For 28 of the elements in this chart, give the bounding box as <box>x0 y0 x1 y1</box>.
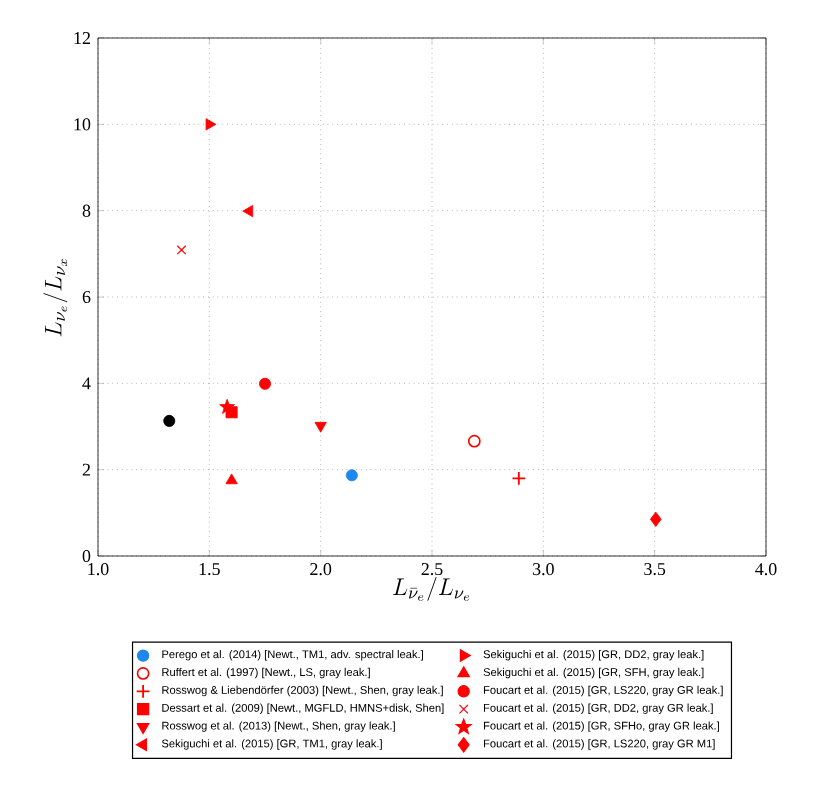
point <box>242 205 254 218</box>
x-tick-label: 1.5 <box>199 563 220 576</box>
y-tick-label: 2 <box>82 463 90 476</box>
point <box>345 469 358 482</box>
x-tick-label: 1.0 <box>88 563 109 576</box>
x-tick-label: 2.0 <box>310 563 332 576</box>
point <box>163 414 176 427</box>
x-tick-label: 4.0 <box>755 563 777 576</box>
point <box>219 398 235 414</box>
point <box>225 473 238 485</box>
point <box>314 421 327 433</box>
point <box>511 471 527 486</box>
x-tick-label: 3.0 <box>532 563 554 576</box>
y-axis-title: $L_{\nu_e}/L_{\nu_x}$ <box>43 259 68 337</box>
point <box>259 377 271 390</box>
point <box>650 511 662 527</box>
y-tick-label: 8 <box>82 204 91 217</box>
point <box>176 245 187 255</box>
y-tick-label: 10 <box>74 118 91 131</box>
x-tick-label: 2.5 <box>421 563 443 576</box>
x-tick-label: 3.5 <box>644 563 666 576</box>
x-axis-title: $L_{\bar{\nu}_e}/L_{\nu_e}$ <box>393 576 470 601</box>
point <box>467 434 481 448</box>
y-tick-label: 6 <box>82 290 91 304</box>
y-tick-label: 4 <box>82 377 91 390</box>
y-tick-label: 12 <box>74 32 90 44</box>
y-tick-label: 0 <box>82 549 91 563</box>
point <box>205 118 217 131</box>
